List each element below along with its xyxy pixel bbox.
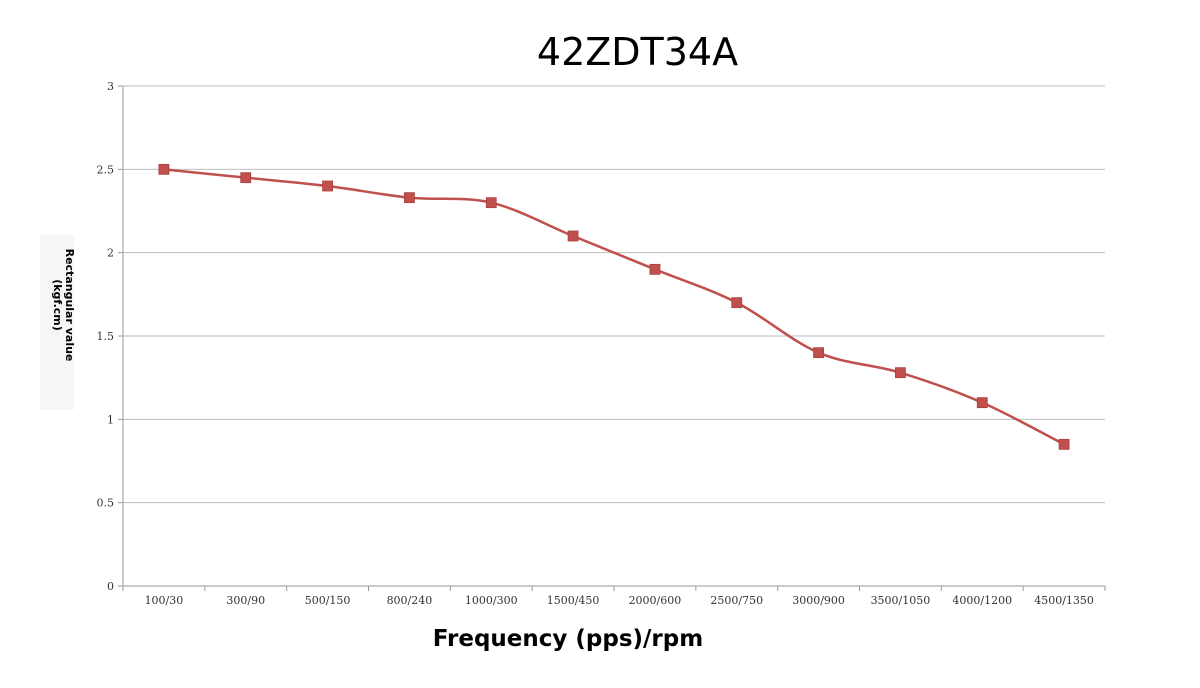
x-tick-label: 3500/1050 (871, 594, 931, 607)
y-tick-label: 1.5 (97, 330, 115, 343)
chart-title: 42ZDT34A (536, 30, 739, 74)
y-tick-label: 2 (107, 247, 114, 260)
y-tick-label: 0.5 (97, 497, 115, 510)
data-point-marker (567, 230, 579, 242)
series-line (163, 168, 1065, 446)
data-point-marker (158, 163, 170, 175)
data-point-marker (240, 172, 252, 184)
y-tick-label: 1 (107, 413, 114, 426)
x-axis-label: Frequency (pps)/rpm (432, 626, 704, 652)
x-tick-label: 100/30 (145, 594, 184, 607)
data-point-marker (813, 347, 824, 359)
data-point-marker (731, 297, 743, 309)
x-tick-label: 300/90 (226, 594, 265, 607)
x-tick-label: 4500/1350 (1034, 594, 1094, 607)
data-point-marker (404, 192, 415, 204)
x-tick-label: 1000/300 (465, 594, 518, 607)
x-tick-label: 3000/900 (792, 594, 845, 607)
y-tick-label: 2.5 (97, 163, 115, 176)
data-point-marker (649, 263, 661, 275)
data-point-marker (895, 367, 906, 379)
data-point-marker (322, 180, 333, 192)
x-tick-label: 1500/450 (547, 594, 600, 607)
x-tick-label: 2000/600 (629, 594, 682, 607)
y-tick-label: 3 (107, 80, 114, 93)
data-point-marker (976, 397, 988, 409)
y-tick-label: 0 (107, 580, 114, 593)
x-tick-label: 4000/1200 (952, 594, 1012, 607)
data-point-marker (485, 197, 497, 209)
x-tick-label: 800/240 (387, 594, 433, 607)
x-tick-label: 2500/750 (710, 594, 763, 607)
y-axis-label-background (40, 235, 74, 410)
x-tick-label: 500/150 (305, 594, 351, 607)
data-point-marker (1058, 438, 1070, 450)
